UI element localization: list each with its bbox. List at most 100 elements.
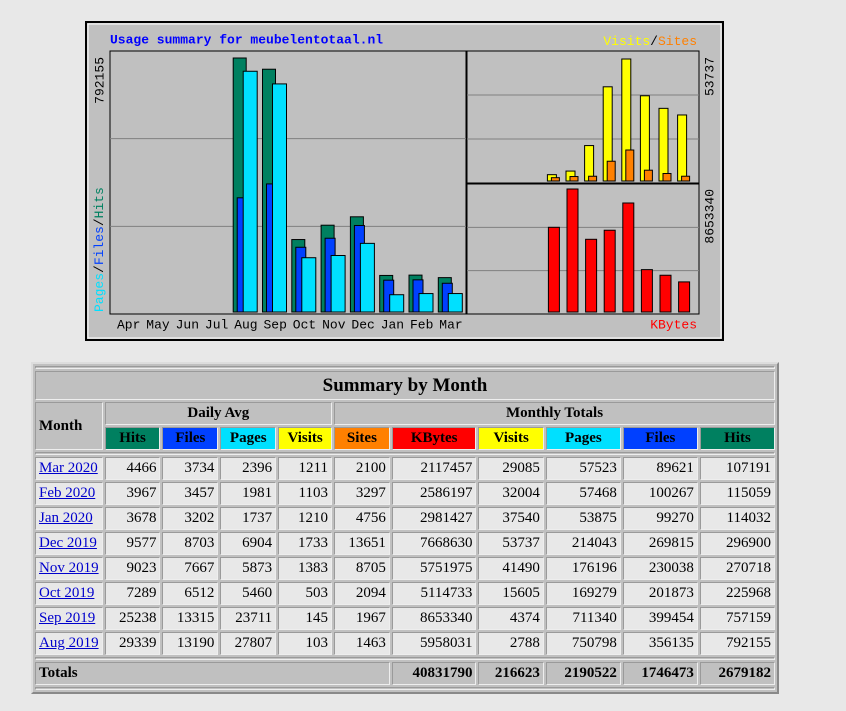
- month-label: Dec: [351, 317, 374, 332]
- value-cell: 1967: [334, 607, 390, 630]
- month-link[interactable]: Dec 2019: [39, 535, 97, 551]
- column-row: Hits Files Pages Visits Sites KBytes Visits Pag…: [35, 427, 775, 450]
- value-cell: 1103: [278, 482, 332, 505]
- value-cell: 399454: [622, 607, 698, 630]
- legend-entry: Files: [92, 226, 107, 265]
- legend-entry: Visits: [603, 34, 650, 49]
- month-link[interactable]: Aug 2019: [39, 635, 99, 651]
- bar: [606, 160, 616, 182]
- month-link[interactable]: Jan 2020: [39, 510, 93, 526]
- value-cell: 6904: [220, 532, 277, 555]
- bar: [569, 176, 579, 182]
- column-header: Pages: [220, 427, 277, 450]
- summary-table: Summary by Month Month Daily Avg Monthly To…: [31, 362, 779, 694]
- bar: [550, 177, 560, 182]
- value-cell: 269815: [622, 532, 698, 555]
- value-cell: 757159: [699, 607, 775, 630]
- totals-label: Totals: [35, 662, 390, 685]
- month-link[interactable]: Oct 2019: [39, 585, 95, 601]
- separator-row: [35, 687, 775, 690]
- chart-bevel: [87, 23, 722, 339]
- column-header: KBytes: [391, 427, 477, 450]
- bar: [359, 242, 375, 313]
- value-cell: 296900: [699, 532, 775, 555]
- value-cell: 5873: [220, 557, 277, 580]
- value-cell: 2094: [334, 582, 390, 605]
- left-legend: Pages/Files/Hits: [92, 187, 107, 312]
- month-cell: Dec 2019: [35, 532, 103, 555]
- value-cell: 27807: [220, 632, 277, 655]
- value-cell: 5958031: [391, 632, 477, 655]
- value-cell: 2100: [334, 457, 390, 480]
- month-label: Sep: [264, 317, 287, 332]
- value-cell: 6512: [162, 582, 219, 605]
- value-cell: 176196: [545, 557, 621, 580]
- month-link[interactable]: Feb 2020: [39, 485, 96, 501]
- month-row: Mar 2020 4466 3734 2396 1211 2100 2117457 29085…: [35, 457, 775, 480]
- bar: [677, 114, 688, 182]
- value-cell: 8653340: [391, 607, 477, 630]
- value-cell: 89621: [622, 457, 698, 480]
- month-link[interactable]: Mar 2020: [39, 460, 98, 476]
- bar: [622, 202, 635, 313]
- group-row: Month Daily Avg Monthly Totals: [35, 402, 775, 450]
- value-cell: 792155: [699, 632, 775, 655]
- totals-row: Totals 40831790 216623 2190522 1746473 267918…: [35, 662, 775, 685]
- value-cell: 2586197: [391, 482, 477, 505]
- plot-area: [109, 50, 467, 315]
- value-cell: 503: [278, 582, 332, 605]
- column-header: Pages: [545, 427, 621, 450]
- value-cell: 4756: [334, 507, 390, 530]
- value-cell: 214043: [545, 532, 621, 555]
- column-header: Hits: [104, 427, 161, 450]
- month-row: Feb 2020 3967 3457 1981 1103 3297 2586197 32004…: [35, 482, 775, 505]
- month-row: Aug 2019 29339 13190 27807 103 1463 5958031 278…: [35, 632, 775, 655]
- value-cell: 225968: [699, 582, 775, 605]
- value-cell: 41490: [478, 557, 544, 580]
- value-cell: 2981427: [391, 507, 477, 530]
- value-cell: 15605: [478, 582, 544, 605]
- value-cell: 3967: [104, 482, 161, 505]
- value-cell: 3457: [162, 482, 219, 505]
- value-cell: 9023: [104, 557, 161, 580]
- value-cell: 13651: [334, 532, 390, 555]
- bar: [389, 294, 405, 313]
- group-header: Daily Avg: [104, 402, 332, 425]
- value-cell: 57523: [545, 457, 621, 480]
- value-cell: 2117457: [391, 457, 477, 480]
- month-cell: Jan 2020: [35, 507, 103, 530]
- bar: [584, 145, 595, 182]
- value-cell: 9577: [104, 532, 161, 555]
- bar: [662, 173, 672, 182]
- value-cell: 2396: [220, 457, 277, 480]
- bar: [588, 175, 598, 182]
- value-cell: 13315: [162, 607, 219, 630]
- value-cell: 5114733: [391, 582, 477, 605]
- value-cell: 4374: [478, 607, 544, 630]
- separator-row: [35, 366, 775, 369]
- bar: [643, 169, 653, 182]
- month-row: Sep 2019 25238 13315 23711 145 1967 8653340 437…: [35, 607, 775, 630]
- month-link[interactable]: Nov 2019: [39, 560, 99, 576]
- bar: [639, 95, 650, 182]
- value-cell: 145: [278, 607, 332, 630]
- value-cell: 7668630: [391, 532, 477, 555]
- column-header: Visits: [478, 427, 544, 450]
- value-cell: 29339: [104, 632, 161, 655]
- bar: [272, 83, 287, 313]
- month-label: Nov: [322, 317, 346, 332]
- value-cell: 230038: [622, 557, 698, 580]
- month-cell: Aug 2019: [35, 632, 103, 655]
- value-cell: 57468: [545, 482, 621, 505]
- value-cell: 103: [278, 632, 332, 655]
- separator: [35, 657, 775, 660]
- month-cell: Sep 2019: [35, 607, 103, 630]
- bar: [447, 293, 463, 313]
- month-header: Month: [35, 402, 103, 450]
- value-cell: 114032: [699, 507, 775, 530]
- value-cell: 750798: [545, 632, 621, 655]
- month-link[interactable]: Sep 2019: [39, 610, 96, 626]
- month-label: Aug: [234, 317, 257, 332]
- value-cell: 8705: [334, 557, 390, 580]
